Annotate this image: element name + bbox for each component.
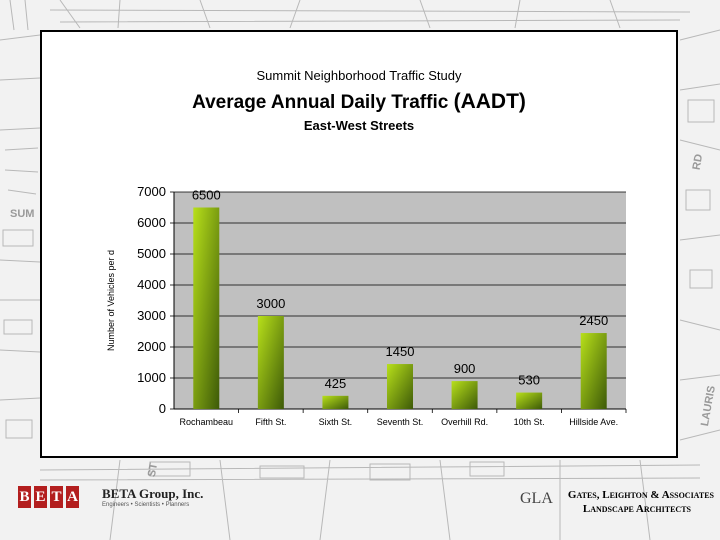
y-tick-label: 6000 xyxy=(137,215,166,230)
data-label: 6500 xyxy=(192,188,221,203)
y-tick-label: 1000 xyxy=(137,370,166,385)
gla-subtitle: Landscape Architects xyxy=(582,503,691,515)
bar xyxy=(257,316,284,409)
beta-company-name: BETA Group, Inc. xyxy=(102,486,204,501)
x-tick-label: 10th St. xyxy=(514,417,545,427)
x-tick-label: Seventh St. xyxy=(377,417,424,427)
data-label: 3000 xyxy=(256,296,285,311)
y-tick-label: 7000 xyxy=(137,184,166,199)
beta-letter: T xyxy=(50,486,63,508)
y-tick-label: 5000 xyxy=(137,246,166,261)
x-tick-label: Hillside Ave. xyxy=(569,417,618,427)
data-label: 1450 xyxy=(386,344,415,359)
map-label-st: ST xyxy=(145,462,161,478)
beta-tagline: Engineers • Scientists • Planners xyxy=(102,502,190,508)
gla-name: Gates, Leighton & Associates xyxy=(567,489,714,501)
chart-panel: Summit Neighborhood Traffic Study Averag… xyxy=(40,30,678,458)
data-label: 900 xyxy=(454,361,476,376)
chart-title: Average Annual Daily Traffic (AADT) xyxy=(42,90,676,114)
bar xyxy=(580,333,607,409)
data-label: 2450 xyxy=(579,313,608,328)
gla-logo-block: GLA Gates, Leighton & Associates Landsca… xyxy=(520,488,716,518)
chart-title-main: Average Annual Daily Traffic xyxy=(192,92,454,113)
beta-letter: E xyxy=(34,486,47,508)
y-tick-label: 2000 xyxy=(137,339,166,354)
map-label-sum: SUM xyxy=(10,208,35,220)
x-tick-label: Fifth St. xyxy=(255,417,286,427)
gla-logo: GLA xyxy=(520,490,553,507)
bar xyxy=(387,364,413,409)
y-tick-label: 3000 xyxy=(137,308,166,323)
bar xyxy=(193,207,220,409)
x-tick-label: Rochambeau xyxy=(180,417,234,427)
bar xyxy=(516,392,543,409)
bar xyxy=(451,381,478,409)
y-tick-label: 4000 xyxy=(137,277,166,292)
data-label: 530 xyxy=(518,373,540,388)
data-label: 425 xyxy=(325,376,347,391)
beta-letter: A xyxy=(66,486,79,508)
x-tick-label: Overhill Rd. xyxy=(441,417,488,427)
chart-title-abbrev: (AADT) xyxy=(453,90,526,113)
y-tick-label: 0 xyxy=(159,401,166,416)
y-axis-label: Number of Vehicles per d xyxy=(106,250,116,351)
x-tick-label: Sixth St. xyxy=(319,417,353,427)
bar-chart: 0 1000 2000 3000 4000 5000 6000 7000 Rochambeau… xyxy=(106,184,627,427)
bar xyxy=(322,395,349,409)
beta-letter: B xyxy=(18,486,31,508)
chart-subtitle: East-West Streets xyxy=(303,118,415,133)
study-title: Summit Neighborhood Traffic Study xyxy=(256,68,462,83)
